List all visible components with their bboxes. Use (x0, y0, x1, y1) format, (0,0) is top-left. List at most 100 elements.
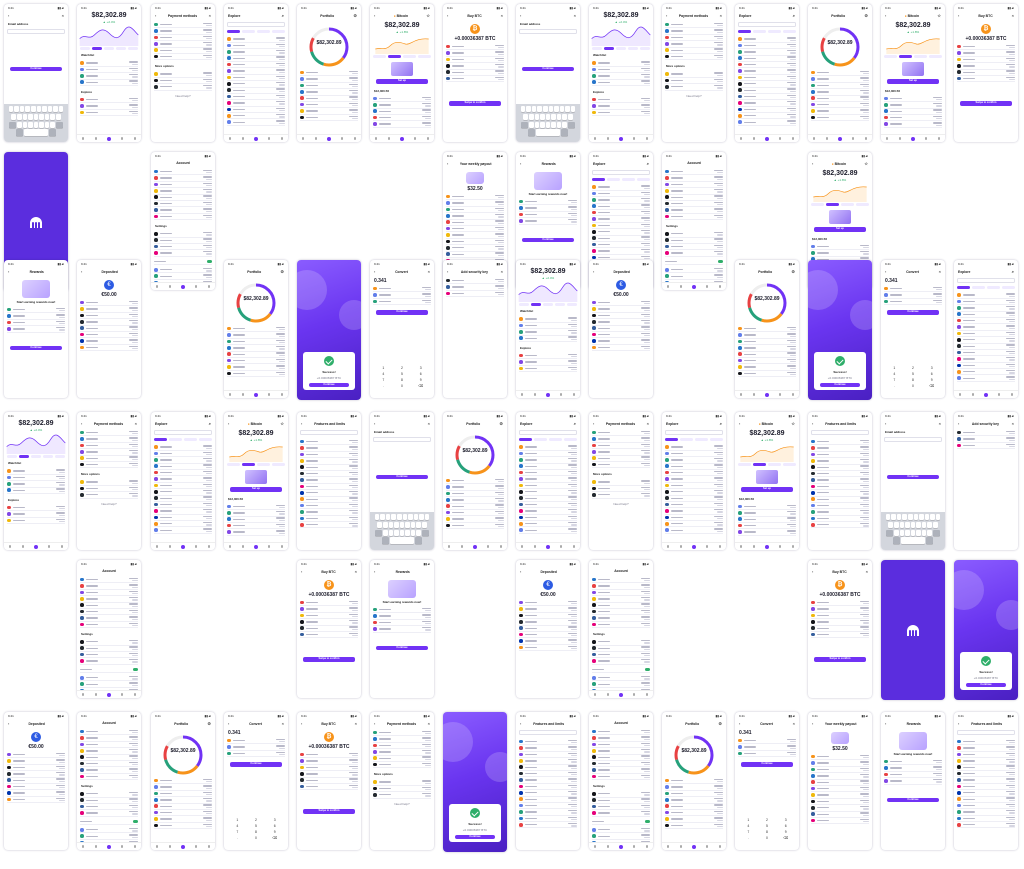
list-item[interactable] (300, 632, 358, 639)
list-item[interactable] (80, 791, 138, 798)
list-item[interactable] (665, 502, 723, 509)
list-item[interactable] (811, 244, 869, 251)
list-item[interactable] (227, 364, 285, 371)
wallet-icon[interactable] (121, 693, 124, 696)
set-up-button[interactable]: Set up (376, 79, 428, 84)
filter-tabs[interactable] (589, 177, 653, 182)
list-item[interactable] (519, 784, 577, 791)
search-icon[interactable]: ⌕ (719, 421, 722, 426)
chart-icon[interactable] (241, 393, 244, 396)
list-item[interactable] (957, 758, 1015, 765)
list-item[interactable] (665, 496, 723, 502)
chart-icon[interactable] (606, 137, 609, 140)
chart-icon[interactable] (533, 545, 536, 548)
list-item[interactable] (665, 470, 723, 477)
wallet-icon[interactable] (925, 137, 928, 140)
back-icon[interactable]: ‹ (812, 569, 814, 574)
list-item[interactable] (519, 745, 577, 752)
list-item[interactable] (227, 100, 285, 107)
list-item[interactable] (80, 97, 138, 104)
search-input[interactable] (519, 730, 577, 735)
list-item[interactable] (227, 751, 285, 758)
list-item[interactable] (80, 590, 138, 597)
list-item[interactable] (738, 94, 796, 101)
back-icon[interactable]: ‹ (958, 13, 960, 18)
list-item[interactable] (7, 511, 65, 518)
list-item[interactable] (227, 62, 285, 69)
chart-icon[interactable] (606, 693, 609, 696)
list-item[interactable] (519, 199, 577, 206)
list-item[interactable] (519, 496, 577, 502)
list-item[interactable] (738, 107, 796, 114)
list-item[interactable] (665, 489, 723, 496)
list-item[interactable] (665, 28, 723, 35)
chart-icon[interactable] (241, 545, 244, 548)
list-item[interactable] (7, 505, 65, 512)
list-item[interactable] (373, 779, 431, 786)
list-item[interactable] (957, 350, 1015, 357)
chart-icon[interactable] (679, 845, 682, 848)
list-item[interactable] (7, 797, 65, 804)
list-item[interactable] (811, 773, 869, 780)
list-item[interactable] (154, 22, 212, 29)
list-item[interactable] (154, 489, 212, 496)
user-icon[interactable] (572, 545, 575, 548)
list-item[interactable] (519, 816, 577, 823)
list-item[interactable] (227, 113, 285, 120)
list-item[interactable] (373, 607, 431, 614)
list-item[interactable] (373, 121, 431, 128)
list-item[interactable] (738, 345, 796, 352)
list-item[interactable] (446, 516, 504, 523)
close-icon[interactable]: × (427, 269, 430, 274)
list-item[interactable] (80, 110, 138, 117)
list-item[interactable] (811, 818, 869, 825)
home-icon[interactable] (594, 137, 597, 140)
list-item[interactable] (811, 632, 869, 639)
list-item[interactable] (738, 510, 796, 517)
list-item[interactable] (227, 744, 285, 751)
list-item[interactable] (227, 523, 285, 530)
user-icon[interactable] (207, 845, 210, 848)
list-item[interactable] (811, 83, 869, 90)
list-item[interactable] (227, 81, 285, 88)
list-item[interactable] (519, 483, 577, 490)
list-item[interactable] (592, 216, 650, 223)
list-item[interactable] (665, 175, 723, 182)
trade-button[interactable] (399, 136, 404, 141)
list-item[interactable] (665, 207, 723, 214)
list-item[interactable] (373, 736, 431, 743)
home-icon[interactable] (886, 137, 889, 140)
list-item[interactable] (446, 213, 504, 220)
list-item[interactable] (957, 363, 1015, 370)
list-item[interactable] (227, 43, 285, 50)
list-item[interactable] (592, 748, 650, 755)
list-item[interactable] (811, 805, 869, 812)
star-icon[interactable]: ☆ (280, 421, 284, 426)
back-icon[interactable]: ‹ (81, 421, 83, 426)
list-item[interactable] (227, 339, 285, 346)
email-field[interactable] (519, 29, 577, 34)
wallet-icon[interactable] (48, 545, 51, 548)
list-item[interactable] (811, 458, 869, 465)
close-icon[interactable]: × (500, 269, 503, 274)
trade-button[interactable] (33, 544, 38, 549)
list-item[interactable] (154, 267, 212, 274)
list-item[interactable] (665, 810, 723, 817)
list-item[interactable] (154, 476, 212, 483)
trade-button[interactable] (253, 544, 258, 549)
list-item[interactable] (446, 252, 504, 258)
list-item[interactable] (300, 439, 358, 446)
list-item[interactable] (373, 299, 431, 306)
back-icon[interactable]: ‹ (885, 421, 887, 426)
list-item[interactable] (957, 324, 1015, 331)
list-item[interactable] (592, 798, 650, 804)
gear-icon[interactable]: ⚙ (280, 269, 284, 274)
list-item[interactable] (446, 57, 504, 64)
confirm-button[interactable]: Swipe to confirm (960, 101, 1012, 106)
star-icon[interactable]: ☆ (937, 13, 941, 18)
chart-icon[interactable] (241, 137, 244, 140)
wallet-icon[interactable] (998, 393, 1001, 396)
list-item[interactable] (227, 504, 285, 511)
list-item[interactable] (227, 345, 285, 352)
list-item[interactable] (811, 465, 869, 471)
